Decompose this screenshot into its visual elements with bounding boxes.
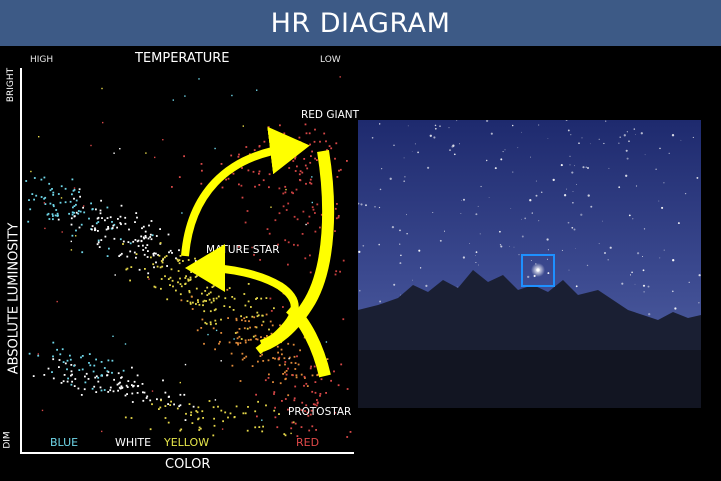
temperature-axis-label: TEMPERATURE (135, 51, 230, 66)
red-giant-descent-band (259, 150, 335, 352)
temperature-low-label: LOW (320, 55, 341, 65)
hr-diagram-panel: HIGH TEMPERATURE LOW BRIGHT ABSOLUTE LUM… (0, 46, 360, 481)
color-label-red: RED (296, 436, 320, 449)
red-giant-label: RED GIANT (301, 109, 360, 121)
mature-to-red-giant-arrow (181, 126, 310, 257)
color-label-yellow: YELLOW (164, 436, 210, 449)
color-label-blue: BLUE (50, 436, 79, 449)
title-bar: HR DIAGRAM (0, 0, 721, 46)
sky-scene (358, 120, 701, 408)
evolution-arrows (181, 126, 335, 378)
protostar-label: PROTOSTAR (288, 406, 352, 418)
color-label-white: WHITE (115, 436, 152, 449)
temperature-high-label: HIGH (30, 55, 54, 65)
diagram-axes (20, 68, 354, 454)
star-highlight-box (521, 254, 555, 287)
page-title: HR DIAGRAM (270, 7, 451, 39)
protostar-rise-band (285, 303, 331, 378)
night-sky-photo (358, 120, 701, 408)
color-axis-label: COLOR (165, 457, 211, 472)
